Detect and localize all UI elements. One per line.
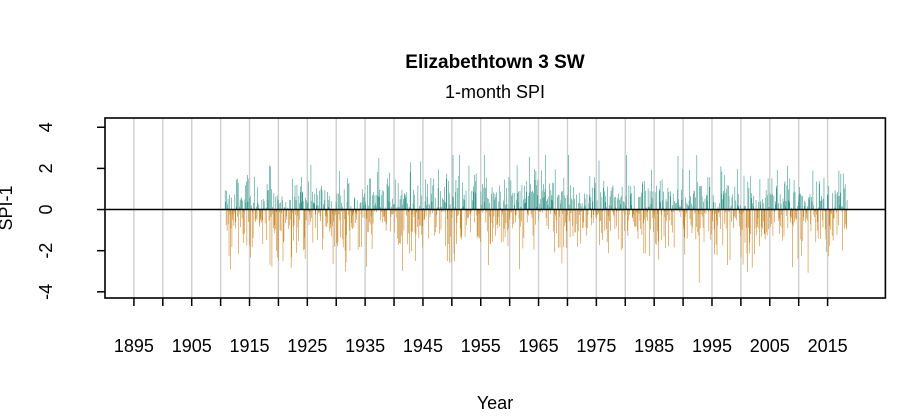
y-tick-label: -4 bbox=[36, 284, 56, 300]
x-tick-label: 1905 bbox=[172, 336, 212, 356]
x-tick-label: 1925 bbox=[287, 336, 327, 356]
spi-bars bbox=[224, 155, 848, 283]
x-tick-label: 1965 bbox=[519, 336, 559, 356]
y-axis-title: SPI-1 bbox=[0, 185, 16, 230]
chart-title: Elizabethtown 3 SW bbox=[405, 52, 585, 73]
x-tick-label: 1955 bbox=[461, 336, 501, 356]
y-tick-label: 0 bbox=[36, 205, 56, 215]
chart-subtitle: 1-month SPI bbox=[445, 82, 545, 102]
tick-labels: 1895 1905 1915 1925 1935 1945 1955 1965 1975 1985… bbox=[36, 122, 848, 356]
x-tick-label: 1985 bbox=[634, 336, 674, 356]
y-tick-label: 4 bbox=[36, 122, 56, 132]
x-tick-label: 1995 bbox=[692, 336, 732, 356]
y-tick-label: 2 bbox=[36, 163, 56, 173]
x-tick-label: 1935 bbox=[345, 336, 385, 356]
x-tick-label: 2005 bbox=[750, 336, 790, 356]
x-tick-label: 2015 bbox=[808, 336, 848, 356]
x-tick-label: 1915 bbox=[229, 336, 269, 356]
x-tick-label: 1895 bbox=[114, 336, 154, 356]
plot-frame bbox=[104, 117, 887, 299]
y-tick-label: -2 bbox=[36, 243, 56, 259]
x-tick-label: 1975 bbox=[576, 336, 616, 356]
axes-frame bbox=[97, 117, 887, 306]
x-axis-title: Year bbox=[477, 393, 513, 413]
x-tick-label: 1945 bbox=[403, 336, 443, 356]
